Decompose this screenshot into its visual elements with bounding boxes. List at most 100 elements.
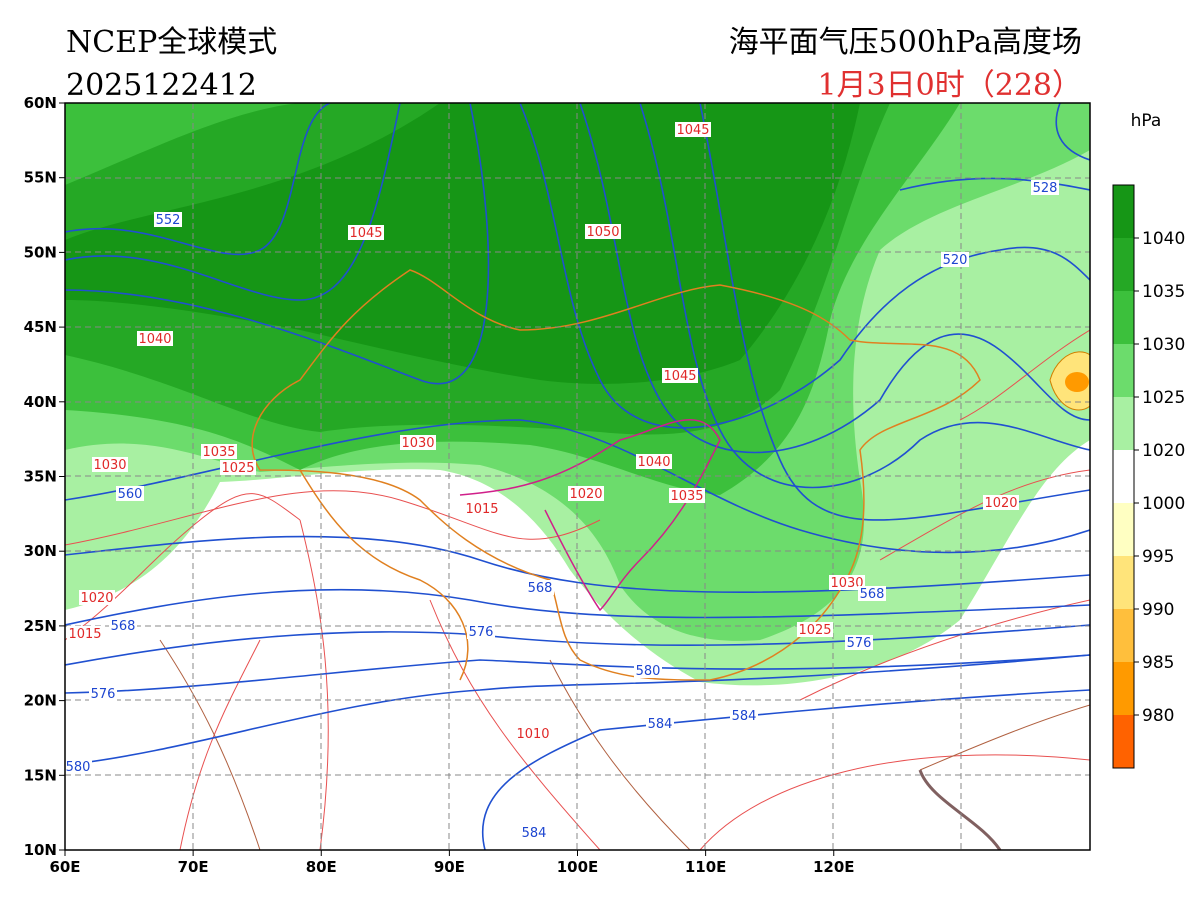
pressure-label-bg <box>829 575 865 590</box>
height-label: 584 <box>732 709 757 724</box>
colorbar-label: 1000 <box>1142 494 1185 514</box>
colorbar-swatch <box>1113 662 1134 715</box>
lat-label: 60N <box>24 94 57 112</box>
height-label: 528 <box>1033 181 1058 196</box>
pressure-label: 1015 <box>465 502 498 517</box>
colorbar-swatch <box>1113 291 1134 344</box>
height-label-bg <box>520 825 548 840</box>
pressure-label-bg <box>515 726 551 741</box>
lat-label: 25N <box>24 617 57 635</box>
height-label-bg <box>109 618 137 633</box>
init-time: 2025122412 <box>66 68 257 103</box>
colorbar-unit: hPa <box>1131 111 1162 131</box>
pressure-label-bg <box>568 486 604 501</box>
colorbar-label: 1030 <box>1142 335 1185 355</box>
pressure-label-bg <box>201 444 237 459</box>
pressure-contours-brown <box>159 639 1090 850</box>
pressure-label-bg <box>675 122 711 137</box>
pressure-label-bg <box>662 368 698 383</box>
colorbar-swatch <box>1113 450 1134 503</box>
colorbar-frame <box>1112 184 1135 769</box>
pressure-label: 1010 <box>516 727 549 742</box>
height-label-bg <box>845 635 873 650</box>
pressure-label: 1020 <box>80 591 113 606</box>
lon-label: 110E <box>685 858 727 876</box>
thick-contour <box>918 769 1002 850</box>
pressure-label: 1015 <box>68 627 101 642</box>
height-label-bg <box>467 624 495 639</box>
colorbar-swatch <box>1113 238 1134 291</box>
height-label: 584 <box>648 717 673 732</box>
pressure-label-bg <box>464 501 500 516</box>
colorbar-label: 990 <box>1142 600 1174 620</box>
pressure-label: 1045 <box>663 369 696 384</box>
colorbar-label: 980 <box>1142 706 1174 726</box>
pressure-label-bg <box>92 457 128 472</box>
lon-label: 60E <box>49 858 80 876</box>
height-label: 552 <box>156 213 181 228</box>
colorbar-swatch <box>1113 397 1134 450</box>
map-title: 海平面气压500hPa高度场 <box>729 25 1082 60</box>
height-label: 576 <box>469 625 494 640</box>
height-label-bg <box>89 686 117 701</box>
height-label-bg <box>634 663 662 678</box>
height-label-bg <box>526 580 554 595</box>
height-label: 568 <box>528 581 553 596</box>
pressure-label-bg <box>79 590 115 605</box>
height-label: 568 <box>111 619 136 634</box>
lon-label: 70E <box>178 858 209 876</box>
colorbar-label: 1020 <box>1142 441 1185 461</box>
lat-label: 40N <box>24 393 57 411</box>
height-label-bg <box>646 716 674 731</box>
lon-label: 100E <box>557 858 599 876</box>
pressure-label-bg <box>669 488 705 503</box>
pressure-label: 1020 <box>984 496 1017 511</box>
pressure-label: 1030 <box>401 436 434 451</box>
pressure-label: 1035 <box>202 445 235 460</box>
colorbar-label: 985 <box>1142 653 1174 673</box>
shade-1040 <box>65 103 860 384</box>
lat-label: 50N <box>24 243 57 261</box>
lat-label: 55N <box>24 169 57 187</box>
height-label-bg <box>730 708 758 723</box>
height-label-bg <box>941 252 969 267</box>
lat-label: 15N <box>24 766 57 784</box>
pressure-label: 1030 <box>93 458 126 473</box>
lon-label: 80E <box>306 858 337 876</box>
colorbar-swatch <box>1113 503 1134 556</box>
lat-label: 45N <box>24 318 57 336</box>
height-label-bg <box>858 586 886 601</box>
pressure-label: 1020 <box>569 487 602 502</box>
pressure-label: 1040 <box>637 455 670 470</box>
lat-label: 35N <box>24 468 57 486</box>
pressure-label: 1050 <box>586 225 619 240</box>
pressure-label-bg <box>797 622 833 637</box>
pressure-label: 1045 <box>676 123 709 138</box>
lon-label: 90E <box>434 858 465 876</box>
province-borders <box>459 419 721 612</box>
pressure-label-bg <box>220 460 256 475</box>
model-name: NCEP全球模式 <box>66 25 277 60</box>
pressure-label-bg <box>400 435 436 450</box>
height-label-bg <box>1031 180 1059 195</box>
pressure-label-bg <box>67 626 103 641</box>
pressure-label-bg <box>137 331 173 346</box>
colorbar-label: 1025 <box>1142 388 1185 408</box>
colorbar-label: 995 <box>1142 547 1174 567</box>
pressure-label-bg <box>636 454 672 469</box>
pressure-label-bg <box>348 225 384 240</box>
height-label-bg <box>65 759 92 774</box>
colorbar-swatch <box>1113 556 1134 609</box>
pressure-label: 1035 <box>670 489 703 504</box>
height-label: 580 <box>636 664 661 679</box>
colorbar-swatch <box>1113 185 1134 238</box>
height-label: 584 <box>522 826 547 841</box>
pressure-label: 1025 <box>221 461 254 476</box>
pressure-label-bg <box>983 495 1019 510</box>
lat-label: 20N <box>24 692 57 710</box>
height-label: 580 <box>66 760 91 775</box>
height-label-bg <box>154 212 182 227</box>
height-label: 520 <box>943 253 968 268</box>
